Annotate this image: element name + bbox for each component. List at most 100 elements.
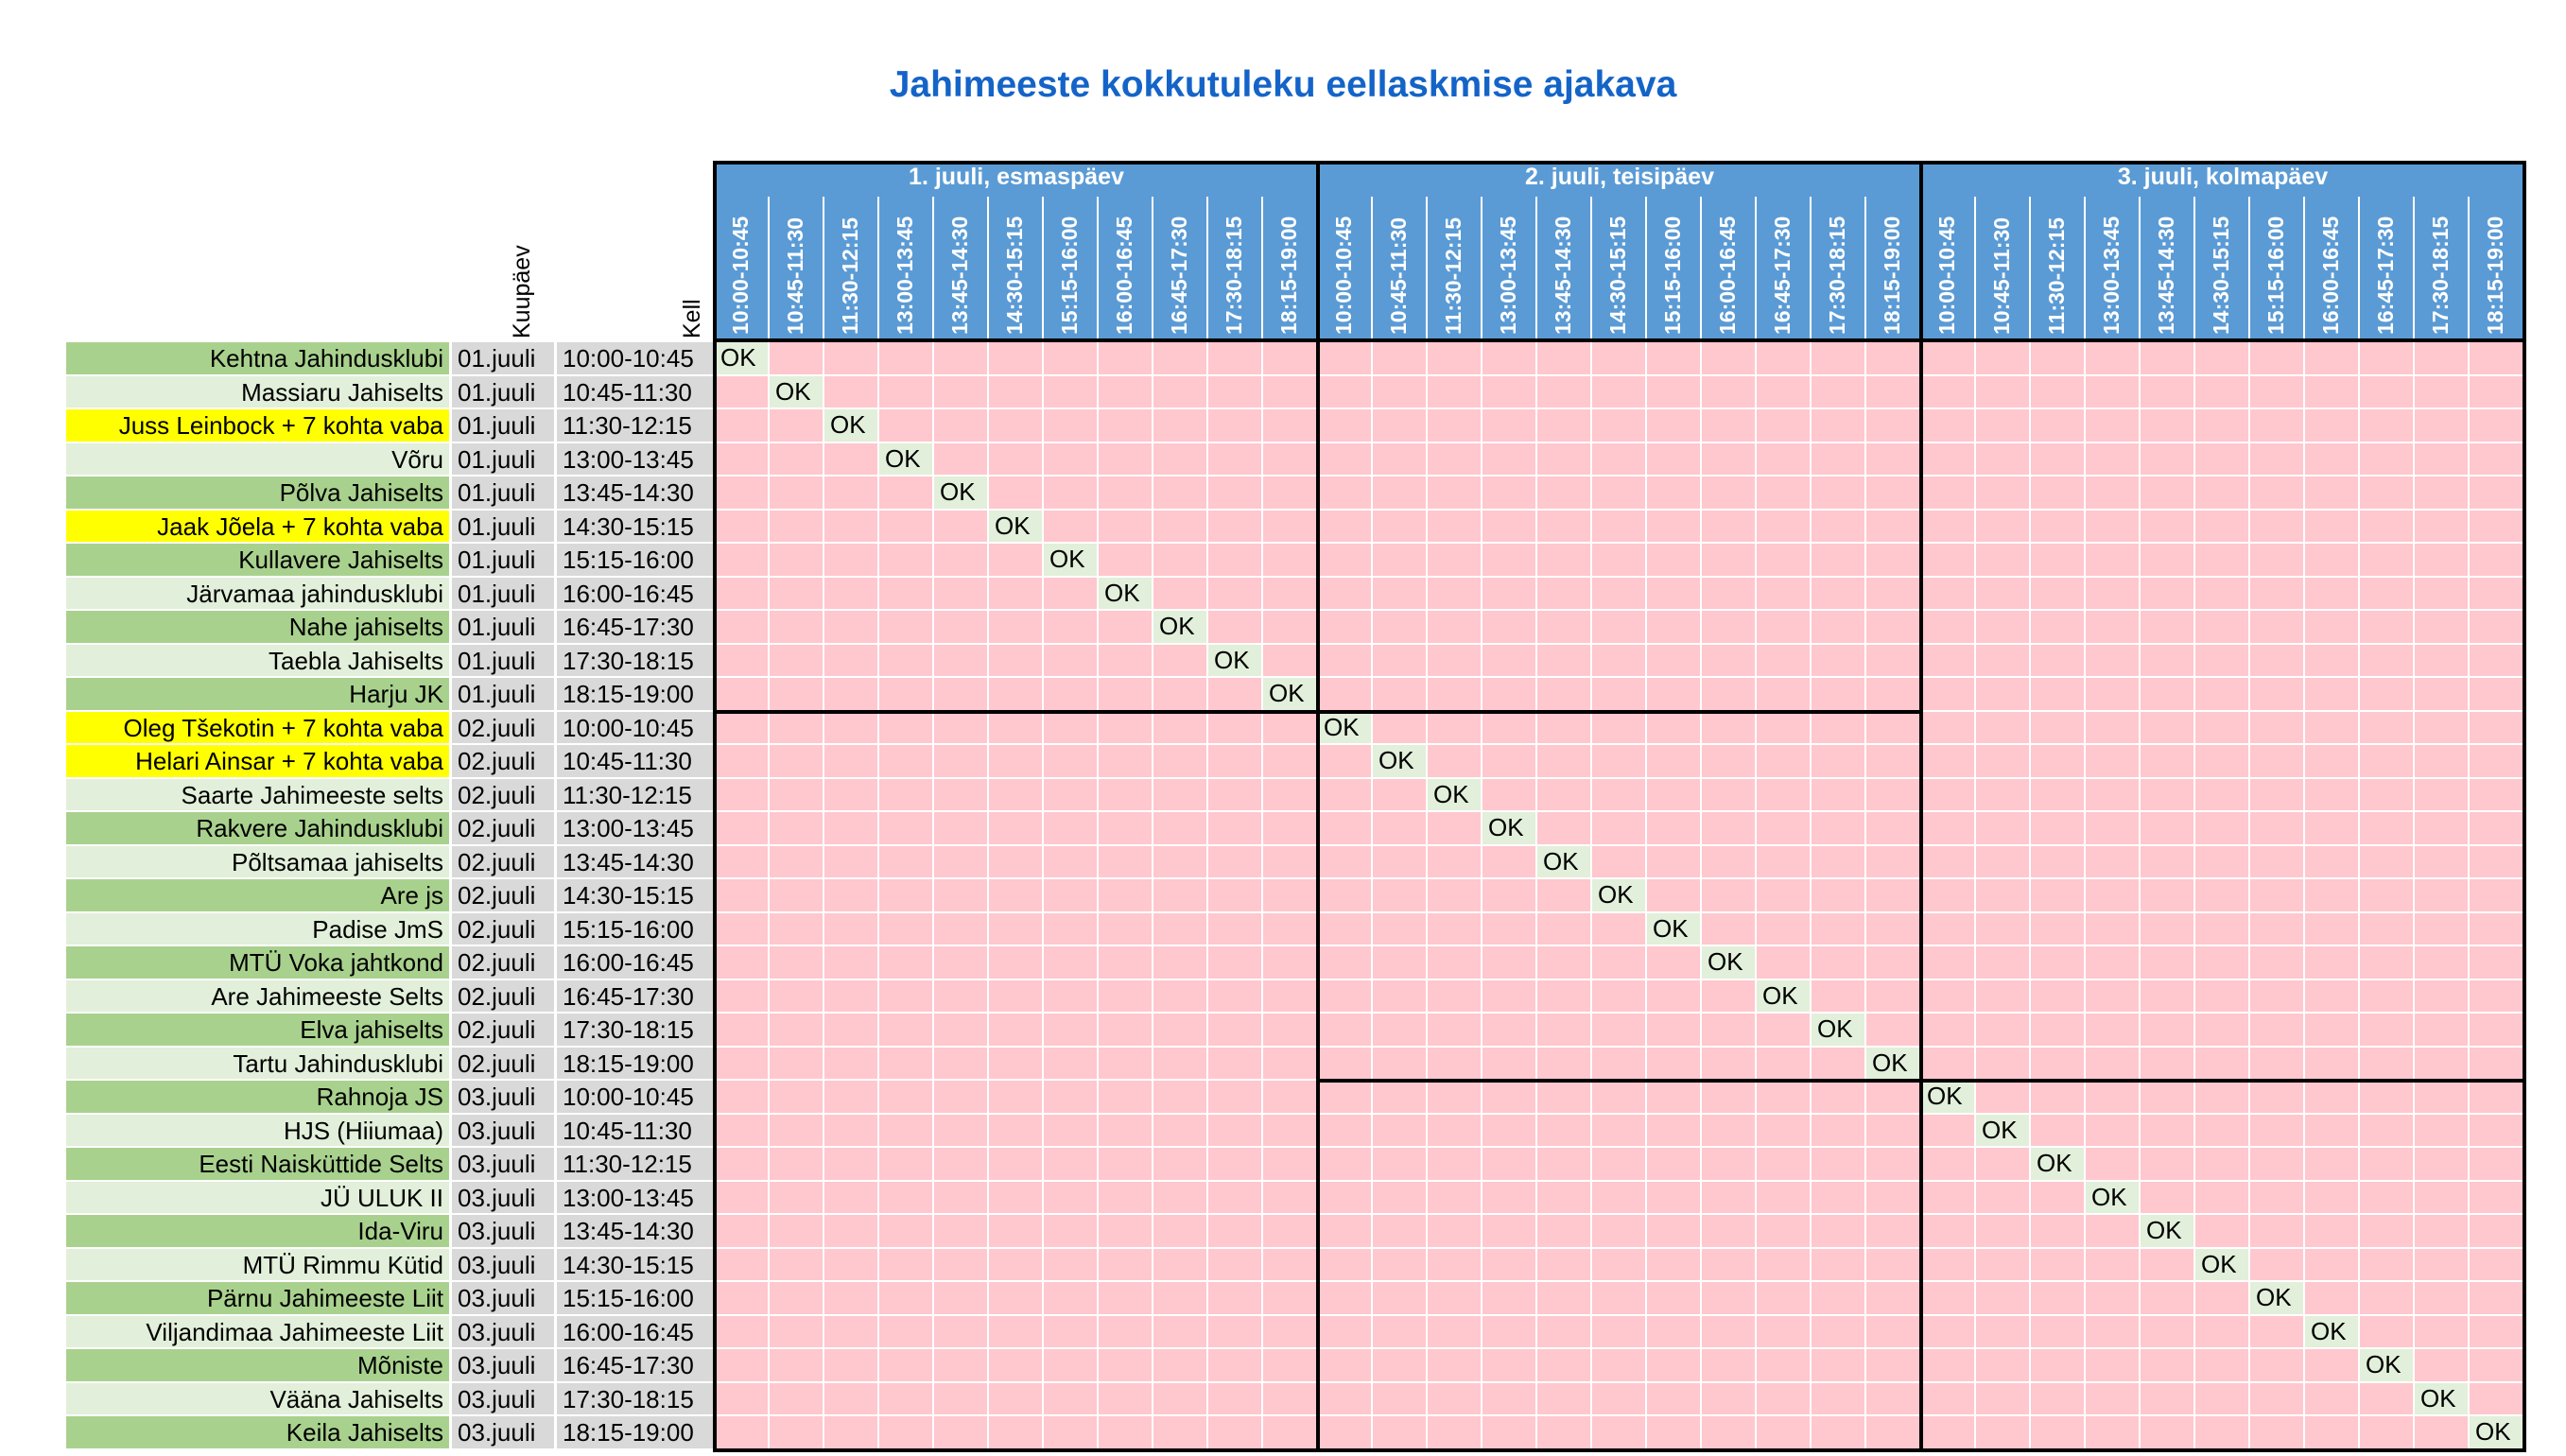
free-cell[interactable] [770,946,824,980]
free-cell[interactable] [879,845,934,879]
free-cell[interactable] [2305,1382,2360,1416]
free-cell[interactable] [1044,1349,1099,1383]
free-cell[interactable] [989,1382,1044,1416]
free-cell[interactable] [2470,1282,2524,1316]
free-cell[interactable] [1263,477,1318,511]
free-cell[interactable] [2415,510,2470,544]
free-cell[interactable] [1482,678,1537,712]
free-cell[interactable] [989,879,1044,913]
free-cell[interactable] [2250,342,2305,376]
free-cell[interactable] [824,745,879,779]
free-cell[interactable] [1647,845,1702,879]
free-cell[interactable] [2086,912,2141,946]
free-cell[interactable] [1702,912,1757,946]
free-cell[interactable] [1482,1315,1537,1349]
free-cell[interactable] [1757,1215,1812,1249]
free-cell[interactable] [1208,678,1263,712]
free-cell[interactable] [1757,409,1812,443]
free-cell[interactable] [2305,1148,2360,1182]
free-cell[interactable] [770,409,824,443]
free-cell[interactable] [934,1382,989,1416]
free-cell[interactable] [1976,477,2031,511]
free-cell[interactable] [1647,1014,1702,1048]
free-cell[interactable] [1373,1014,1428,1048]
free-cell[interactable] [1153,1282,1208,1316]
free-cell[interactable] [770,845,824,879]
free-cell[interactable] [824,510,879,544]
free-cell[interactable] [1373,812,1428,846]
free-cell[interactable] [989,745,1044,779]
free-cell[interactable] [2086,845,2141,879]
free-cell[interactable] [2086,375,2141,409]
free-cell[interactable] [1976,611,2031,645]
free-cell[interactable] [715,510,770,544]
free-cell[interactable] [1702,1416,1757,1450]
free-cell[interactable] [2415,1081,2470,1115]
free-cell[interactable] [879,342,934,376]
free-cell[interactable] [1318,409,1373,443]
free-cell[interactable] [1866,1181,1921,1215]
free-cell[interactable] [2470,778,2524,812]
free-cell[interactable] [2415,1416,2470,1450]
free-cell[interactable] [1921,510,1976,544]
free-cell[interactable] [770,644,824,678]
free-cell[interactable] [1537,577,1592,611]
free-cell[interactable] [2415,845,2470,879]
free-cell[interactable] [934,1081,989,1115]
free-cell[interactable] [879,1047,934,1081]
free-cell[interactable] [934,745,989,779]
free-cell[interactable] [1757,946,1812,980]
free-cell[interactable] [1702,1282,1757,1316]
free-cell[interactable] [1866,1014,1921,1048]
free-cell[interactable] [1976,711,2031,745]
free-cell[interactable] [1647,1215,1702,1249]
free-cell[interactable] [2031,778,2086,812]
free-cell[interactable] [1482,1014,1537,1048]
free-cell[interactable] [1099,1081,1153,1115]
free-cell[interactable] [1099,409,1153,443]
free-cell[interactable] [1428,979,1482,1014]
free-cell[interactable] [1318,979,1373,1014]
free-cell[interactable] [1318,812,1373,846]
free-cell[interactable] [715,912,770,946]
free-cell[interactable] [2360,845,2415,879]
ok-cell[interactable]: OK [879,442,934,477]
free-cell[interactable] [824,1148,879,1182]
free-cell[interactable] [1537,1014,1592,1048]
free-cell[interactable] [1647,1315,1702,1349]
free-cell[interactable] [2031,845,2086,879]
free-cell[interactable] [1428,1416,1482,1450]
ok-cell[interactable]: OK [2415,1382,2470,1416]
free-cell[interactable] [2470,1248,2524,1282]
free-cell[interactable] [1263,711,1318,745]
free-cell[interactable] [1044,778,1099,812]
free-cell[interactable] [879,477,934,511]
free-cell[interactable] [1592,1315,1647,1349]
free-cell[interactable] [1866,678,1921,712]
free-cell[interactable] [1373,1215,1428,1249]
free-cell[interactable] [1592,409,1647,443]
free-cell[interactable] [1537,745,1592,779]
free-cell[interactable] [1921,409,1976,443]
free-cell[interactable] [1537,778,1592,812]
free-cell[interactable] [1702,611,1757,645]
free-cell[interactable] [1812,1248,1866,1282]
free-cell[interactable] [1263,342,1318,376]
free-cell[interactable] [2305,745,2360,779]
ok-cell[interactable]: OK [1537,845,1592,879]
free-cell[interactable] [824,1382,879,1416]
free-cell[interactable] [715,1215,770,1249]
free-cell[interactable] [2141,1282,2195,1316]
free-cell[interactable] [1592,1081,1647,1115]
free-cell[interactable] [1702,778,1757,812]
free-cell[interactable] [1592,1014,1647,1048]
free-cell[interactable] [1482,946,1537,980]
free-cell[interactable] [2086,1382,2141,1416]
free-cell[interactable] [2086,1282,2141,1316]
free-cell[interactable] [989,778,1044,812]
free-cell[interactable] [2250,745,2305,779]
free-cell[interactable] [2360,1181,2415,1215]
free-cell[interactable] [1428,745,1482,779]
free-cell[interactable] [1866,544,1921,578]
free-cell[interactable] [2086,1215,2141,1249]
